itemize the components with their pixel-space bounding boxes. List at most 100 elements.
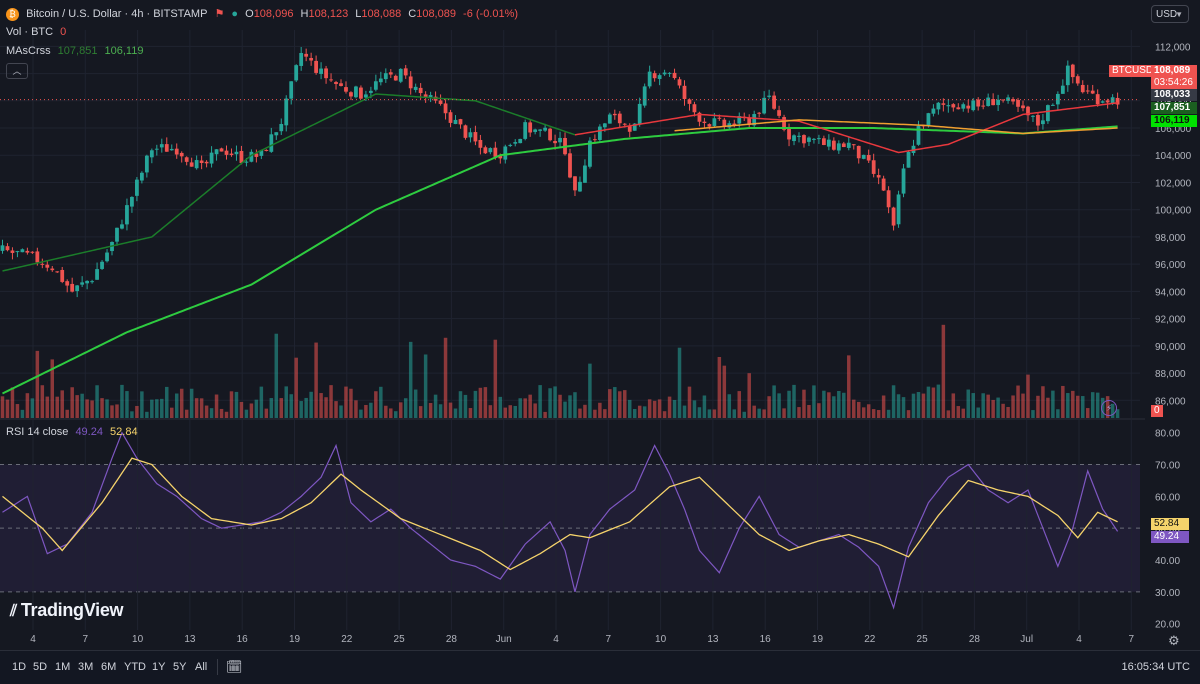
candle bbox=[344, 81, 348, 94]
settings-gear-icon[interactable]: ⚙ bbox=[1168, 633, 1180, 648]
candle-body bbox=[294, 65, 299, 81]
candle-body bbox=[548, 128, 552, 141]
candle-body bbox=[349, 92, 353, 97]
price-tick-label: 92,000 bbox=[1155, 315, 1186, 326]
timeframe-5d[interactable]: 5D bbox=[33, 661, 48, 673]
time-tick-label: 22 bbox=[341, 634, 353, 645]
candle bbox=[792, 134, 796, 146]
volume-bar bbox=[438, 404, 443, 418]
candle bbox=[1031, 115, 1035, 122]
candle-body bbox=[682, 85, 687, 100]
candle-body bbox=[154, 148, 159, 150]
candle-body bbox=[144, 155, 149, 173]
volume-bar bbox=[707, 409, 712, 418]
candle bbox=[15, 250, 20, 258]
volume-bar bbox=[299, 401, 303, 418]
ma-fast-line-red bbox=[574, 102, 1118, 154]
volume-bar bbox=[637, 405, 642, 418]
timeframe-3m[interactable]: 3M bbox=[78, 661, 94, 673]
candle bbox=[1060, 79, 1065, 94]
candle bbox=[383, 68, 388, 83]
price-tick-label: 102,000 bbox=[1155, 178, 1192, 189]
candle bbox=[896, 190, 901, 228]
red-flag-icon[interactable]: ⚑ bbox=[214, 8, 225, 20]
volume-bar bbox=[160, 398, 164, 418]
candle bbox=[523, 119, 528, 141]
candle-body bbox=[55, 271, 60, 273]
volume-bar bbox=[807, 405, 811, 418]
timeframe-6m[interactable]: 6M bbox=[101, 661, 117, 673]
candle-body bbox=[936, 102, 941, 110]
rsi-legend[interactable]: RSI 14 close 49.24 52.84 bbox=[6, 426, 142, 438]
rsi-tick-label: 20.00 bbox=[1155, 620, 1180, 631]
candle bbox=[936, 101, 941, 115]
timeframe-1y[interactable]: 1Y bbox=[152, 661, 166, 673]
volume-bar bbox=[842, 392, 846, 418]
volume-bar bbox=[792, 384, 796, 418]
candle-body bbox=[812, 138, 816, 140]
volume-bar bbox=[767, 396, 771, 418]
candle-body bbox=[383, 73, 388, 80]
candle-body bbox=[174, 148, 179, 155]
candle-body bbox=[906, 151, 911, 168]
candle bbox=[120, 219, 124, 230]
candle-body bbox=[642, 86, 647, 106]
candle bbox=[662, 69, 667, 76]
candle bbox=[583, 159, 587, 183]
volume-legend[interactable]: Vol · BTC 0 bbox=[6, 26, 70, 38]
candle-body bbox=[20, 249, 25, 253]
volume-bar bbox=[453, 408, 458, 418]
utc-clock[interactable]: 16:05:34 UTC bbox=[1121, 661, 1190, 673]
candle bbox=[592, 134, 597, 143]
candle bbox=[70, 277, 75, 293]
alert-lightning-icon[interactable]: ⚡ bbox=[1101, 400, 1117, 416]
tradingview-logo: ⫽ TradingView bbox=[10, 600, 124, 621]
volume-bar bbox=[488, 405, 493, 418]
volume-bar bbox=[667, 396, 672, 418]
candle bbox=[100, 260, 104, 270]
volume-bar bbox=[20, 409, 25, 418]
candle-body bbox=[1080, 84, 1085, 93]
candle-body bbox=[85, 280, 90, 284]
volume-bar bbox=[359, 409, 363, 418]
candle-body bbox=[777, 110, 781, 116]
candle bbox=[821, 135, 826, 146]
candle bbox=[1095, 89, 1100, 107]
candle-body bbox=[672, 72, 677, 79]
candle bbox=[797, 132, 801, 143]
candle-body bbox=[1070, 64, 1075, 78]
date-range-calendar-icon[interactable]: 🗓 bbox=[226, 659, 243, 674]
rsi-tick-label: 70.00 bbox=[1155, 461, 1180, 472]
currency-select[interactable]: USD ▼ bbox=[1151, 5, 1189, 23]
timeframe-1m[interactable]: 1M bbox=[55, 661, 71, 673]
candle-body bbox=[80, 282, 85, 285]
timeframe-1d[interactable]: 1D bbox=[12, 661, 27, 673]
volume-bar bbox=[827, 392, 831, 418]
candle bbox=[428, 91, 433, 103]
candle-body bbox=[1095, 94, 1100, 105]
timeframe-all[interactable]: All bbox=[195, 661, 208, 673]
ma-legend[interactable]: MAsCrss 107,851 106,119 bbox=[6, 45, 147, 57]
symbol-title[interactable]: Bitcoin / U.S. Dollar · 4h · BITSTAMP bbox=[26, 8, 208, 20]
candle bbox=[667, 72, 672, 77]
candle-body bbox=[304, 53, 309, 57]
volume-bar bbox=[105, 399, 109, 418]
candle-body bbox=[523, 122, 528, 139]
volume-bar bbox=[165, 386, 169, 418]
candle-body bbox=[324, 68, 328, 79]
candle bbox=[164, 137, 169, 152]
volume-bar bbox=[418, 406, 423, 418]
timeframe-ytd[interactable]: YTD bbox=[124, 661, 146, 673]
candle bbox=[0, 239, 5, 254]
candle bbox=[971, 98, 976, 112]
timeframe-5y[interactable]: 5Y bbox=[173, 661, 187, 673]
candle bbox=[279, 118, 284, 136]
volume-bar bbox=[627, 399, 632, 418]
candle-body bbox=[373, 81, 378, 90]
candle-body bbox=[528, 122, 533, 133]
candle bbox=[483, 145, 488, 155]
collapse-legend-button[interactable]: ︿ bbox=[6, 63, 28, 79]
candle-body bbox=[209, 152, 214, 164]
ma-label: MAsCrss bbox=[6, 45, 51, 57]
